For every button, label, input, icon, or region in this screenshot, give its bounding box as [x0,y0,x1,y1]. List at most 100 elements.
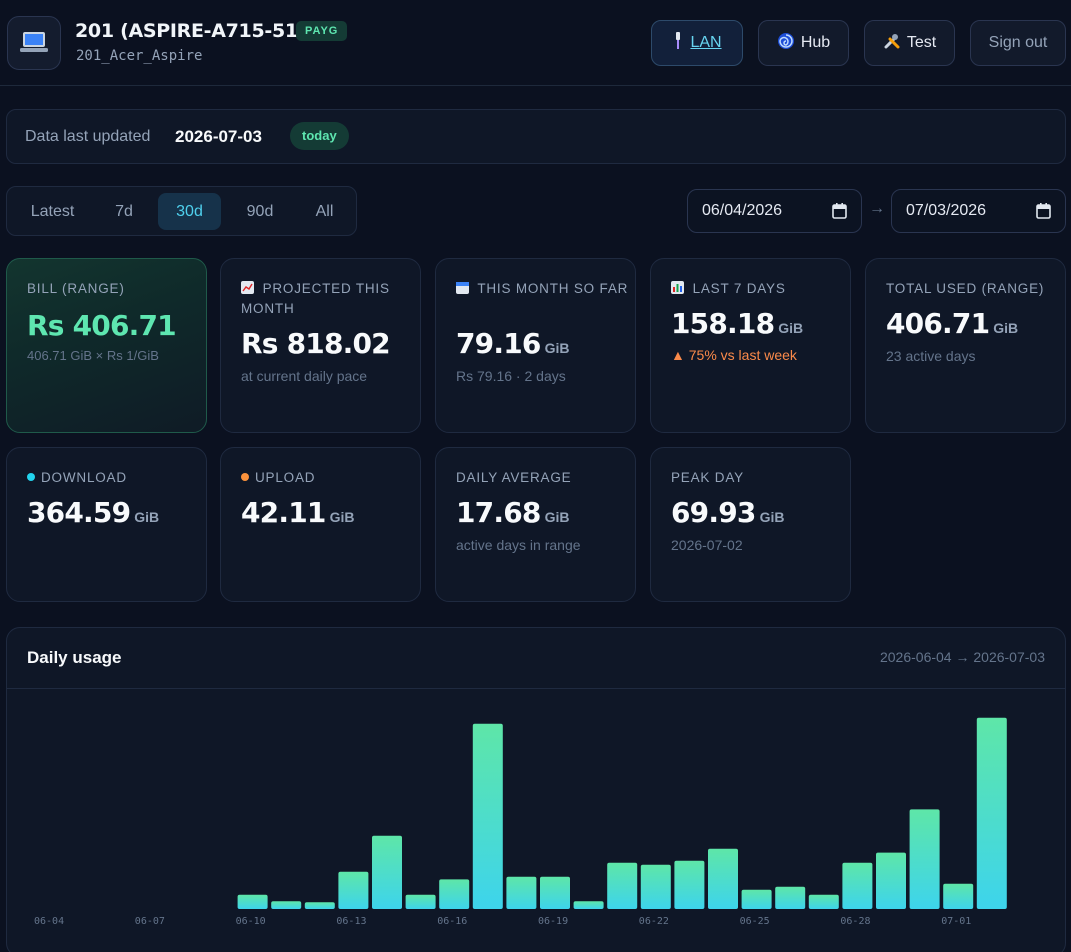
bar-06-29[interactable] [876,852,906,909]
x-tick-label: 06-16 [437,916,467,927]
total-unit: GiB [993,320,1019,336]
chart-title: Daily usage [27,648,122,667]
start-date-input[interactable]: 06/04/2026 [687,189,862,233]
bar-06-21[interactable] [607,862,638,909]
month-value: 79.16 GiB [456,327,569,360]
download-dot [27,473,35,481]
start-date-value: 06/04/2026 [702,202,783,219]
test-button[interactable]: Test [864,20,955,66]
bar-06-18[interactable] [506,876,537,909]
upload-value: 42.11 GiB [241,496,354,529]
peak-day-label: PEAK DAY [671,470,744,485]
total-value-number: 406.71 [886,307,990,340]
daily-average-value: 17.68 GiB [456,496,569,529]
chart-up-icon [241,281,263,296]
total-value: 406.71 GiB [886,307,1018,340]
bar-06-16[interactable] [439,879,470,909]
projected-label-text: PROJECTED THIS MONTH [241,281,390,316]
tab-latest[interactable]: Latest [30,202,75,220]
chart-range: 2026-06-04 → 2026-07-03 [879,649,1045,665]
bar-06-25[interactable] [741,889,772,909]
calendar-icon[interactable] [1036,203,1051,224]
bill-value: Rs 406.71 [27,309,177,342]
total-card: TOTAL USED (RANGE) 406.71 GiB 23 active d… [865,258,1066,433]
updated-date: 2026-07-03 [175,127,262,146]
date-range-arrow: → [869,200,885,217]
download-unit: GiB [134,509,160,525]
daily-average-card: DAILY AVERAGE 17.68 GiB active days in ra… [435,447,636,602]
bar-06-27[interactable] [808,894,839,909]
bar-06-19[interactable] [540,876,570,909]
month-sub: Rs 79.16 · 2 days [456,368,566,384]
bar-06-28[interactable] [842,862,873,909]
bar-06-13[interactable] [338,871,369,909]
last7-value: 158.18 GiB [671,307,803,340]
hub-button[interactable]: Hub [758,20,849,66]
bar-06-24[interactable] [708,848,738,909]
bar-06-26[interactable] [775,886,806,909]
last7-unit: GiB [778,320,804,336]
tab-all[interactable]: All [315,202,334,220]
bar-06-22[interactable] [640,864,671,909]
daily-average-number: 17.68 [456,496,541,529]
header: 201 (ASPIRE-A715-51G) PAYG 201_Acer_Aspi… [0,0,1071,86]
upload-label: UPLOAD [241,468,315,488]
last7-value-number: 158.18 [671,307,775,340]
projected-sub: at current daily pace [241,368,368,384]
peak-day-number: 69.93 [671,496,756,529]
projected-label: PROJECTED THIS MONTH [241,279,420,319]
tab-90d[interactable]: 90d [246,202,274,220]
total-sub: 23 active days [886,348,976,364]
bar-06-20[interactable] [573,901,604,909]
lan-button-label: LAN [690,34,722,51]
test-button-label: Test [906,34,937,51]
bar-06-12[interactable] [304,902,335,909]
lan-button[interactable]: LAN [651,20,743,66]
bar-06-17[interactable] [472,723,503,909]
upload-unit: GiB [329,509,355,525]
daily-usage-panel: Daily usage 2026-06-04 → 2026-07-03 06-0… [6,627,1066,952]
x-tick-label: 06-04 [34,916,64,927]
bar-06-14[interactable] [372,835,402,909]
upload-card: UPLOAD 42.11 GiB [220,447,421,602]
hub-button-label: Hub [800,34,831,51]
upload-dot [241,473,249,481]
month-unit: GiB [544,340,570,356]
data-updated-bar: Data last updated 2026-07-03 today [6,109,1066,164]
tools-icon [883,32,901,55]
bill-sub: 406.71 GiB × Rs 1/GiB [27,348,159,363]
sign-out-button[interactable]: Sign out [970,20,1066,66]
month-value-number: 79.16 [456,327,541,360]
tab-30d[interactable]: 30d [158,193,221,230]
total-label: TOTAL USED (RANGE) [886,281,1045,296]
bar-07-02[interactable] [976,717,1007,909]
bar-06-10[interactable] [237,894,268,909]
divider [7,688,1065,689]
x-tick-label: 06-10 [236,916,266,927]
bar-07-01[interactable] [943,883,974,909]
end-date-input[interactable]: 07/03/2026 [891,189,1066,233]
calendar-icon[interactable] [832,203,847,224]
x-tick-label: 06-25 [740,916,770,927]
bar-06-11[interactable] [271,901,302,909]
daily-average-label: DAILY AVERAGE [456,470,572,485]
bar-06-30[interactable] [909,809,940,909]
bill-card: BILL (RANGE) Rs 406.71 406.71 GiB × Rs 1… [6,258,207,433]
peak-day-unit: GiB [759,509,785,525]
peak-day-value: 69.93 GiB [671,496,784,529]
bar-06-15[interactable] [405,894,436,909]
tab-7d[interactable]: 7d [115,202,133,220]
daily-usage-chart: 06-04 06-07 06-10 06-13 06-16 06-19 06-22 06-25… [34,717,1007,927]
x-tick-label: 06-28 [840,916,870,927]
daily-average-unit: GiB [544,509,570,525]
upload-value-number: 42.11 [241,496,326,529]
device-subtitle: 201_Acer_Aspire [76,48,203,64]
upload-label-text: UPLOAD [255,470,316,485]
calendar-icon [456,281,477,296]
x-tick-label: 06-22 [639,916,669,927]
bar-06-23[interactable] [674,860,705,909]
x-tick-label: 06-19 [538,916,568,927]
range-tabs: Latest 7d 30d 90d All [6,186,357,236]
month-label: THIS MONTH SO FAR [456,279,628,299]
download-card: DOWNLOAD 364.59 GiB [6,447,207,602]
